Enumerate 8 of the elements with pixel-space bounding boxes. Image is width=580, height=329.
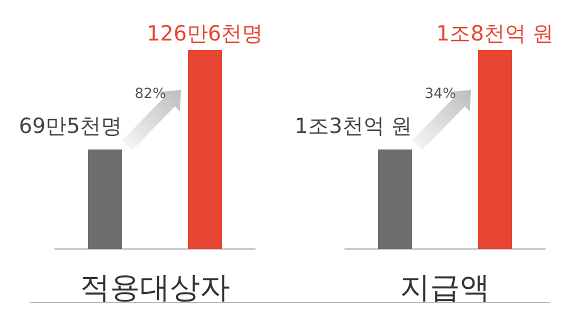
annotation: 69만5천명 [18, 114, 122, 138]
annotation: 82% [134, 86, 166, 102]
x-axis-title: 적용대상자 [80, 270, 230, 306]
annotation: 1조3천억 원 [294, 114, 412, 138]
text: 126만6천명 [146, 22, 264, 46]
text: 1조8천억 원 [436, 22, 554, 46]
x-axis-title: 지급액 [400, 270, 490, 306]
annotation: 34% [424, 86, 456, 102]
